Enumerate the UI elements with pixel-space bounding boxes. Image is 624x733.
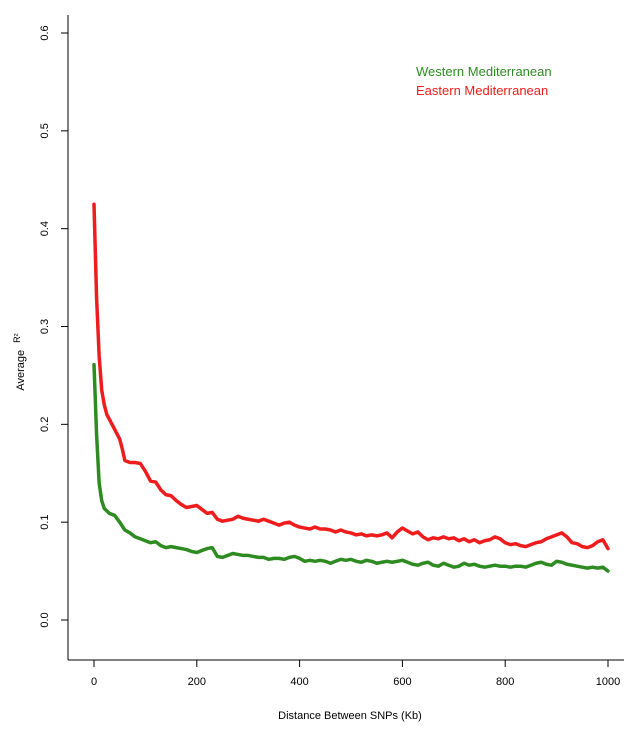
y-tick-label: 0.3 [39,319,51,334]
x-tick-label: 0 [91,676,97,688]
svg-text:Average R²: Average R² [12,333,27,390]
series-layer [92,202,610,573]
y-tick-label: 0.6 [39,25,51,40]
y-tick-label: 0.0 [39,612,51,627]
y-tick-label: 0.1 [39,515,51,530]
y-tick-label: 0.4 [39,221,51,236]
y-axis-ticks: 0.0 0.1 0.2 0.3 0.4 0.5 0.6 [39,25,68,628]
x-tick-label: 1000 [596,676,620,688]
y-tick-label: 0.2 [39,417,51,432]
y-axis-title: Average R² [12,333,27,390]
legend-entry-western: Western Mediterranean [416,64,552,79]
x-axis-title: Distance Between SNPs (Kb) [278,710,422,722]
x-tick-label: 600 [393,676,411,688]
x-tick-label: 800 [496,676,514,688]
series-line-western [92,362,610,573]
y-tick-label: 0.5 [39,123,51,138]
y-axis-title-main: Average [15,350,27,391]
legend: Western Mediterranean Eastern Mediterran… [416,64,552,98]
plot-frame [67,15,624,661]
y-axis-title-superscript: R² [12,333,22,343]
x-axis-ticks: 0 200 400 600 800 1000 [91,660,620,688]
x-tick-label: 400 [290,676,308,688]
series-line-eastern [92,202,610,551]
legend-entry-eastern: Eastern Mediterranean [416,83,548,98]
x-tick-label: 200 [188,676,206,688]
